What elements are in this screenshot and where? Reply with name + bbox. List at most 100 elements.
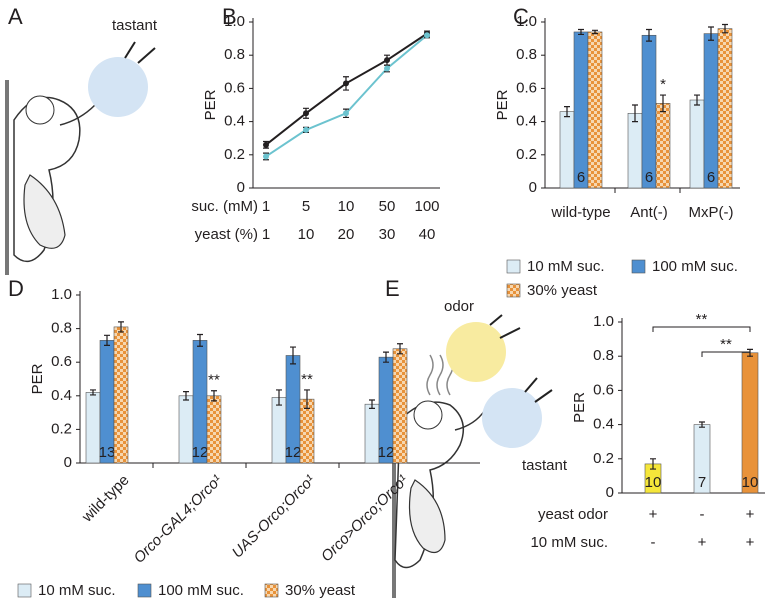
error-bar [383,351,389,363]
bar [559,111,575,189]
y-tick-label: 0.6 [593,381,614,398]
panel-label: B [222,4,237,29]
significance: ** [696,311,708,328]
bar [573,31,589,189]
y-tick-label: 0.8 [224,46,245,63]
bar [655,103,671,189]
y-tick-label: 0.8 [51,320,72,337]
y-tick-label: 0 [64,454,72,471]
x-tick-label: 50 [379,198,396,215]
bar [741,352,759,494]
point [303,126,309,133]
y-axis-label: PER [494,89,511,120]
legend-label: 30% yeast [285,582,356,599]
illustration-a: A tastant [5,4,158,275]
x-row-label: yeast (%) [195,226,258,243]
significance: * [660,76,666,93]
significance: ** [720,336,732,353]
y-tick-label: 0.8 [593,347,614,364]
x-tick-label: Ant(-) [630,204,668,221]
y-tick-label: 0 [606,484,614,501]
n-label: 13 [99,444,116,461]
error-bar [118,321,124,333]
x-tick-label: wild-type [550,204,610,221]
legend-swatch [506,283,521,298]
legend-label: 100 mM suc. [652,258,738,275]
error-bar [646,28,652,42]
point [263,141,269,148]
bar [717,28,733,189]
table-cell: - [651,534,656,551]
error-bar [592,29,598,35]
x-tick-label: 100 [414,198,439,215]
x-tick-label: UAS-Orco;Orco¹ [229,472,319,562]
y-tick-label: 0.2 [593,450,614,467]
line [265,34,428,158]
illustration-label: tastant [522,457,568,474]
x-tick-label: 1 [262,198,270,215]
point [303,110,309,117]
error-bar [276,389,282,406]
x-row-label: suc. (mM) [191,198,258,215]
x-tick-label: wild-type [78,472,133,527]
x-tick-label: 20 [338,226,355,243]
bar [703,33,719,189]
error-bar [699,421,705,428]
error-bar [397,343,403,355]
n-label: 6 [577,169,585,186]
error-bar [104,334,110,346]
error-bar [578,28,584,36]
y-tick-label: 0.8 [516,46,537,63]
x-tick-label: 5 [302,198,310,215]
x-tick-label: 10 [298,226,315,243]
panel-label: D [8,276,24,301]
significance: ** [301,371,313,388]
legend-label: 30% yeast [527,282,598,299]
error-bar [197,333,203,347]
bracket [701,351,751,357]
n-label: 6 [645,169,653,186]
bar [206,395,222,464]
y-tick-label: 0 [237,179,245,196]
n-label: 12 [192,444,209,461]
row-label: yeast odor [538,506,608,523]
legend-label: 100 mM suc. [158,582,244,599]
point [424,32,430,39]
y-axis-label: PER [202,89,219,120]
point [384,65,390,72]
significance: ** [208,372,220,389]
y-tick-label: 0.6 [516,79,537,96]
x-tick-label: Orco-GAL4;Orco¹ [131,472,226,567]
legend-label: 10 mM suc. [527,258,605,275]
bar [392,348,408,464]
n-label: 12 [378,444,395,461]
error-bar [722,23,728,34]
row-label: 10 mM suc. [530,534,608,551]
legend-swatch [631,259,646,274]
panel-label: C [513,4,529,29]
table-cell: + [746,534,755,551]
x-tick-label: MxP(-) [689,204,734,221]
y-tick-label: 0 [529,179,537,196]
y-tick-label: 0.4 [516,113,537,130]
error-bar [304,389,310,409]
error-bar [694,94,700,106]
y-axis-label: PER [29,363,46,394]
n-label: 7 [698,474,706,491]
y-tick-label: 0.4 [51,387,72,404]
error-bar [90,389,96,396]
error-bar [632,104,638,123]
point [343,80,349,87]
legend-swatch [17,583,32,598]
bar [627,113,643,189]
bar [587,31,603,189]
y-tick-label: 0.2 [224,146,245,163]
y-axis-label: PER [571,392,588,423]
illustration-label: odor [444,298,474,315]
panel-label: E [385,276,400,301]
error-bar [369,399,375,409]
n-label: 10 [742,474,759,491]
y-tick-label: 0.6 [224,79,245,96]
error-bar [183,391,189,401]
